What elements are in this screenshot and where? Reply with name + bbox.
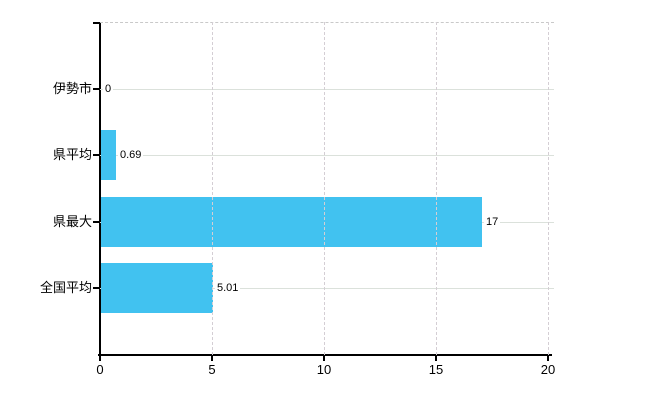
x-tick-label: 20: [540, 362, 556, 377]
y-axis-tick: [93, 22, 100, 24]
bar: [101, 130, 116, 180]
value-label: 17: [484, 215, 501, 229]
category-label: 県最大: [52, 214, 92, 229]
y-axis-tick: [93, 221, 100, 223]
y-axis-line: [99, 22, 101, 355]
value-label: 5.01: [215, 281, 241, 295]
v-gridline: [436, 22, 437, 355]
plot-top-border: [100, 22, 554, 23]
value-label: 0: [103, 82, 114, 96]
v-gridline: [212, 22, 213, 355]
h-gridline: [100, 155, 554, 156]
x-axis-tick: [435, 355, 437, 361]
bar: [101, 197, 482, 247]
x-axis-tick: [547, 355, 549, 361]
v-gridline: [324, 22, 325, 355]
value-label: 0.69: [118, 148, 144, 162]
category-label: 県平均: [52, 147, 92, 162]
y-axis-tick: [93, 88, 100, 90]
x-tick-label: 10: [316, 362, 332, 377]
y-axis-tick: [93, 287, 100, 289]
y-axis-tick: [93, 154, 100, 156]
x-axis-line: [98, 354, 552, 356]
x-tick-label: 5: [208, 362, 216, 377]
x-axis-tick: [211, 355, 213, 361]
x-tick-label: 15: [428, 362, 444, 377]
bar: [101, 263, 213, 313]
x-tick-label: 0: [96, 362, 104, 377]
x-axis-tick: [323, 355, 325, 361]
h-gridline: [100, 288, 554, 289]
v-gridline: [548, 22, 549, 355]
category-label: 伊勢市: [52, 81, 92, 96]
x-axis-tick: [99, 355, 101, 361]
category-label: 全国平均: [39, 280, 92, 295]
h-gridline: [100, 89, 554, 90]
